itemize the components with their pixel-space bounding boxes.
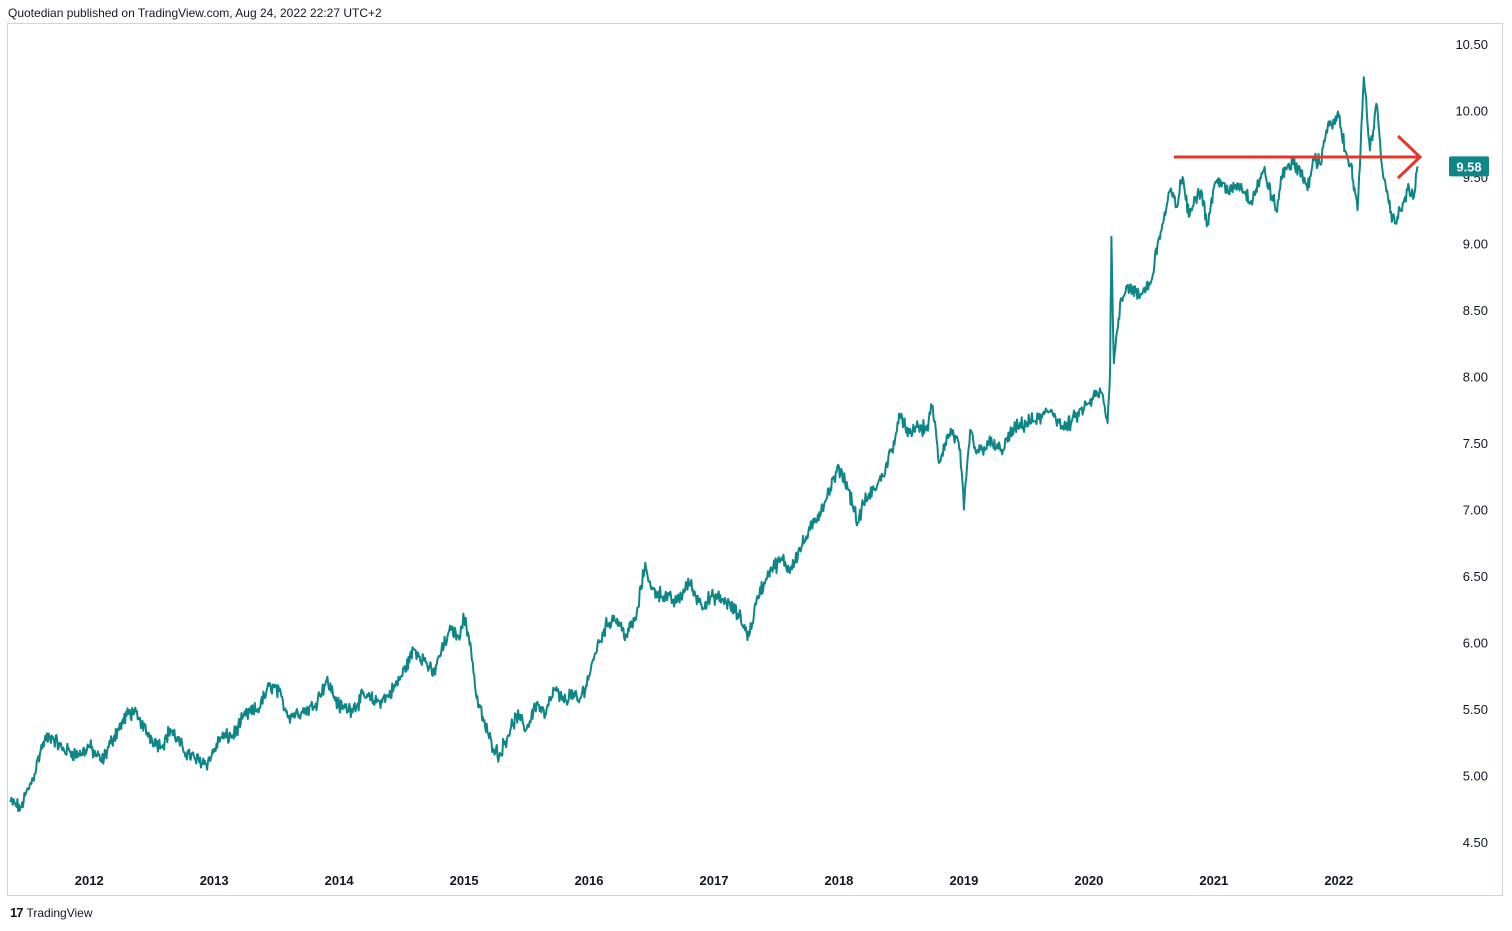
y-tick-label: 10.00 bbox=[1455, 103, 1488, 118]
y-tick-label: 6.50 bbox=[1463, 569, 1488, 584]
x-tick-label: 2015 bbox=[450, 873, 479, 888]
x-axis: 2012 2013 2014 2015 2016 2017 2018 2019 2020 2021… bbox=[75, 873, 1353, 888]
x-tick-label: 2016 bbox=[575, 873, 604, 888]
x-tick-label: 2020 bbox=[1074, 873, 1103, 888]
publish-caption: Quotedian published on TradingView.com, … bbox=[8, 6, 382, 20]
arrow-head-icon bbox=[1396, 134, 1423, 180]
last-price-label: 9.58 bbox=[1456, 159, 1481, 174]
x-tick-label: 2021 bbox=[1199, 873, 1228, 888]
tradingview-logo-icon: 17 bbox=[10, 905, 24, 920]
x-tick-label: 2019 bbox=[949, 873, 978, 888]
footer-brand[interactable]: 17 TradingView bbox=[10, 905, 93, 920]
y-tick-label: 10.50 bbox=[1455, 37, 1488, 52]
brand-name: TradingView bbox=[26, 905, 93, 920]
chart-frame bbox=[7, 23, 1503, 896]
x-tick-label: 2022 bbox=[1324, 873, 1353, 888]
x-tick-label: 2012 bbox=[75, 873, 104, 888]
annotation-layer bbox=[1173, 134, 1423, 180]
last-price-badge bbox=[1449, 156, 1489, 177]
x-tick-label: 2017 bbox=[700, 873, 729, 888]
price-series-line bbox=[9, 76, 1419, 813]
y-axis: 4.50 5.00 5.50 6.00 6.50 7.00 7.50 8.00 8.50 9.00… bbox=[1455, 37, 1488, 850]
y-tick-label: 5.00 bbox=[1463, 769, 1488, 784]
x-tick-label: 2018 bbox=[824, 873, 853, 888]
y-tick-label: 7.50 bbox=[1463, 436, 1488, 451]
y-tick-label: 4.50 bbox=[1463, 835, 1488, 850]
x-tick-label: 2014 bbox=[325, 873, 355, 888]
y-tick-label: 8.50 bbox=[1463, 303, 1488, 318]
badge-layer: 9.58 bbox=[1449, 156, 1489, 177]
y-tick-label: 5.50 bbox=[1463, 702, 1488, 717]
y-tick-label: 7.00 bbox=[1463, 503, 1488, 518]
y-tick-label: 8.00 bbox=[1463, 369, 1488, 384]
y-tick-label: 6.00 bbox=[1463, 636, 1488, 651]
y-tick-label: 9.00 bbox=[1463, 236, 1488, 251]
x-tick-label: 2013 bbox=[200, 873, 229, 888]
series-layer bbox=[9, 76, 1419, 813]
